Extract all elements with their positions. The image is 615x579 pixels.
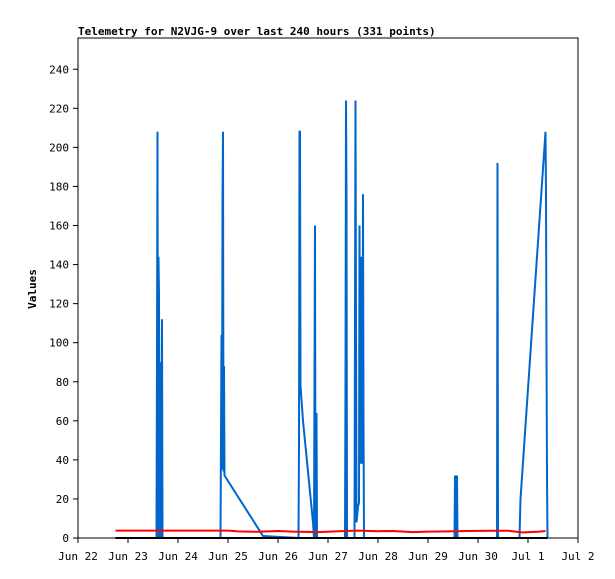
x-tick-label: Jun 24: [158, 550, 198, 563]
y-axis: 0 20 40 60 80 100 120 140 160 180 200 220 240: [49, 63, 78, 545]
y-tick-label: 120: [49, 298, 69, 311]
x-tick-label: Jun 30: [458, 550, 498, 563]
y-tick-label: 220: [49, 102, 69, 115]
y-tick-label: 60: [56, 415, 69, 428]
y-tick-label: 80: [56, 376, 69, 389]
y-tick-label: 160: [49, 220, 69, 233]
series-layer: [115, 100, 549, 540]
y-tick-label: 0: [62, 532, 69, 545]
y-tick-label: 180: [49, 180, 69, 193]
x-tick-label: Jun 28: [358, 550, 398, 563]
y-tick-label: 100: [49, 337, 69, 350]
x-axis: Jun 22 Jun 23 Jun 24 Jun 25 Jun 26 Jun 27 Jun …: [58, 538, 595, 563]
x-tick-label: Jul 1: [511, 550, 544, 563]
y-tick-label: 20: [56, 493, 69, 506]
x-tick-label: Jun 29: [408, 550, 448, 563]
x-tick-label: Jun 26: [258, 550, 298, 563]
x-tick-label: Jun 25: [208, 550, 248, 563]
x-tick-label: Jun 23: [108, 550, 148, 563]
x-tick-label: Jun 27: [308, 550, 348, 563]
series-line-2: [115, 529, 546, 534]
y-axis-label: Values: [26, 269, 39, 309]
y-tick-label: 200: [49, 141, 69, 154]
x-tick-label: Jun 22: [58, 550, 98, 563]
y-tick-label: 240: [49, 63, 69, 76]
y-tick-label: 140: [49, 259, 69, 272]
x-tick-label: Jul 2: [561, 550, 594, 563]
plot-area: [77, 37, 579, 539]
chart-title: Telemetry for N2VJG-9 over last 240 hour…: [78, 25, 436, 38]
y-tick-label: 40: [56, 454, 69, 467]
